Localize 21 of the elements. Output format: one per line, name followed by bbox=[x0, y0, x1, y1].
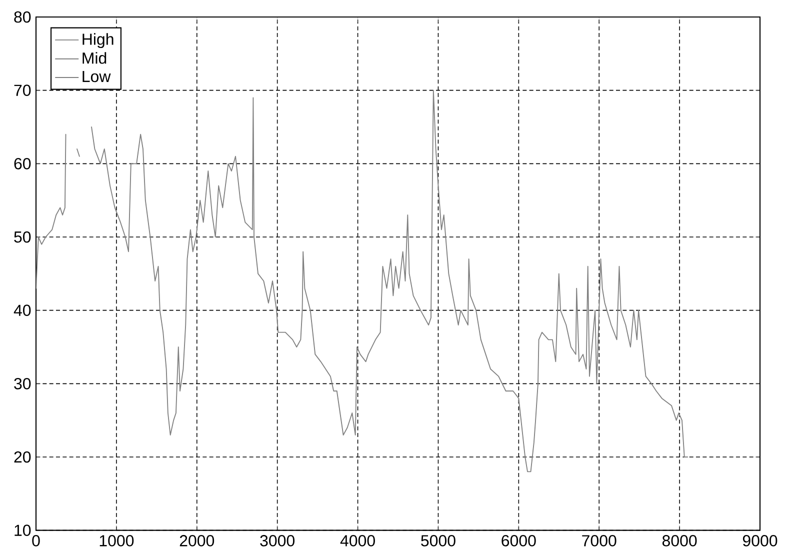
y-tick-label: 80 bbox=[14, 11, 31, 22]
x-tick-label: 0 bbox=[32, 534, 40, 546]
y-tick-label: 30 bbox=[14, 378, 31, 390]
x-tick-label: 3000 bbox=[260, 534, 295, 546]
x-tick-label: 6000 bbox=[502, 534, 536, 546]
x-tick-label: 2000 bbox=[180, 534, 214, 546]
legend-label: High bbox=[82, 32, 114, 48]
x-tick-label: 8000 bbox=[662, 534, 697, 546]
y-tick-label: 20 bbox=[14, 451, 31, 462]
x-tick-label: 5000 bbox=[421, 534, 456, 546]
y-tick-label: 60 bbox=[14, 158, 31, 170]
x-tick-label: 7000 bbox=[582, 534, 616, 546]
x-tick-label: 9000 bbox=[742, 534, 778, 546]
y-tick-label: 10 bbox=[14, 524, 31, 536]
x-tick-label: 4000 bbox=[340, 534, 375, 546]
y-tick-label: 40 bbox=[14, 304, 31, 316]
legend-label: Low bbox=[82, 70, 111, 82]
y-tick-label: 50 bbox=[14, 231, 31, 242]
legend-label: Mid bbox=[82, 52, 106, 64]
y-tick-label: 70 bbox=[14, 84, 31, 96]
x-tick-label: 1000 bbox=[100, 534, 134, 546]
